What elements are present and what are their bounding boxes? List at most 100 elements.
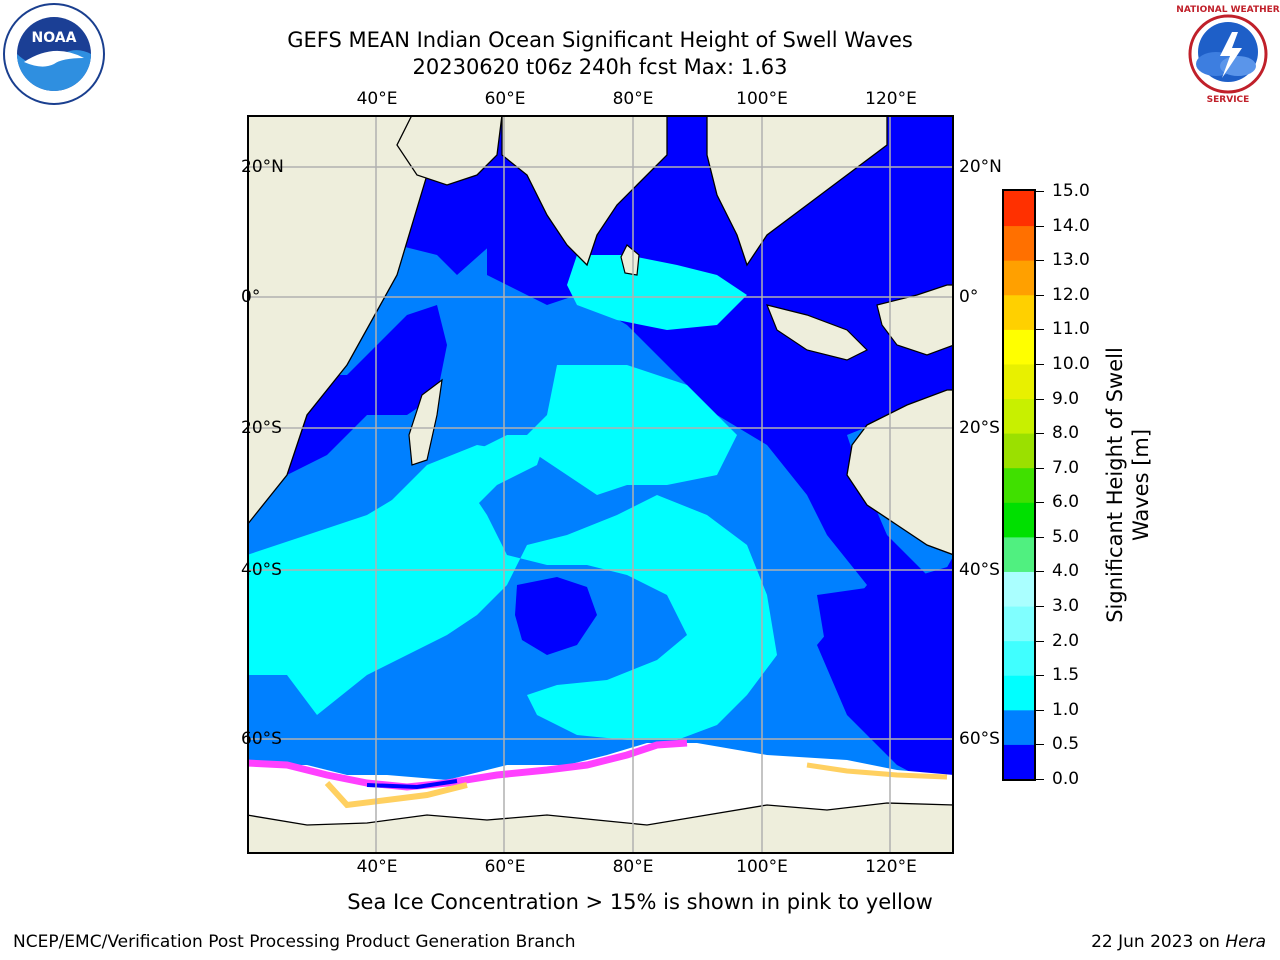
colorbar-tick-label: 4.0 <box>1052 561 1080 582</box>
colorbar-label-line2: Waves [m] <box>1129 428 1153 542</box>
colorbar-tick-mark <box>1036 779 1044 780</box>
colorbar-tick-mark <box>1036 294 1044 296</box>
colorbar-tick-mark <box>1036 606 1044 608</box>
colorbar-tick-mark <box>1036 260 1044 262</box>
colorbar-tick-mark <box>1036 709 1044 711</box>
colorbar-tick-label: 11.0 <box>1052 319 1090 340</box>
svg-text:NATIONAL WEATHER: NATIONAL WEATHER <box>1176 5 1279 15</box>
colorbar-tick-label: 2.0 <box>1052 630 1080 651</box>
ice-edge-yellow-west <box>324 780 468 809</box>
lat-label-left-0: 0° <box>241 287 261 307</box>
colorbar-tick-mark <box>1036 225 1044 227</box>
colorbar-tick-label: 5.0 <box>1052 526 1080 547</box>
lat-label-left-20n: 20°N <box>241 157 284 177</box>
lon-label-bottom-120e: 120°E <box>865 857 917 877</box>
colorbar-tick-mark <box>1036 675 1044 677</box>
colorbar-tick-mark <box>1036 433 1044 435</box>
lon-label-top-40e: 40°E <box>356 89 398 109</box>
low-swell-arabian-sea <box>287 115 502 475</box>
nws-logo: NATIONAL WEATHER SERVICE <box>1176 4 1280 105</box>
colorbar-segment <box>1004 675 1034 711</box>
colorbar-tick-label: 1.0 <box>1052 699 1080 720</box>
colorbar-tick-label: 10.0 <box>1052 353 1090 374</box>
colorbar-tick-label: 13.0 <box>1052 250 1090 271</box>
mid-swell-south-indian <box>247 365 777 740</box>
footer-date: 22 Jun 2023 on <box>1091 932 1226 952</box>
land-southeast-asia <box>706 115 888 267</box>
low-swell-kerguelen <box>515 577 597 655</box>
low-swell-southeast <box>817 565 954 735</box>
colorbar-segment <box>1004 260 1034 296</box>
map-frame <box>247 115 954 854</box>
colorbar-segment <box>1004 571 1034 607</box>
lon-label-top-120e: 120°E <box>865 89 917 109</box>
colorbar-tick-label: 12.0 <box>1052 284 1090 305</box>
lat-label-right-0: 0° <box>959 287 979 307</box>
colorbar-tick-mark <box>1036 571 1044 573</box>
colorbar <box>1002 189 1036 781</box>
colorbar-segment <box>1004 606 1034 642</box>
lat-label-left-20s: 20°S <box>241 418 282 438</box>
colorbar-tick-mark <box>1036 744 1044 746</box>
map-title: GEFS MEAN Indian Ocean Significant Heigh… <box>287 28 913 52</box>
colorbar-segment <box>1004 433 1034 469</box>
colorbar-tick-mark <box>1036 640 1044 642</box>
colorbar-segment <box>1004 225 1034 261</box>
noaa-logo: NOAA <box>3 3 105 105</box>
footer-timestamp: 22 Jun 2023 on Hera <box>1091 932 1266 952</box>
colorbar-tick-mark <box>1036 467 1044 469</box>
colorbar-segment <box>1004 502 1034 538</box>
map-gridlines <box>247 115 954 854</box>
mid-swell-west <box>247 435 547 655</box>
lon-label-bottom-40e: 40°E <box>356 857 398 877</box>
colorbar-segment <box>1004 329 1034 365</box>
lon-label-bottom-60e: 60°E <box>484 857 526 877</box>
land-sri-lanka <box>620 244 640 276</box>
land-australia <box>846 389 954 556</box>
colorbar-segment <box>1004 744 1034 780</box>
noaa-logo-text: NOAA <box>32 30 77 46</box>
ice-edge-blue <box>366 779 458 790</box>
colorbar-tick-mark <box>1036 502 1044 504</box>
lon-label-top-100e: 100°E <box>736 89 788 109</box>
colorbar-tick-label: 15.0 <box>1052 181 1090 201</box>
colorbar-segment <box>1004 640 1034 676</box>
sea-ice-caption: Sea Ice Concentration > 15% is shown in … <box>347 890 933 914</box>
colorbar-tick-label: 3.0 <box>1052 596 1080 617</box>
lon-label-bottom-80e: 80°E <box>612 857 654 877</box>
colorbar-label-line1: Significant Height of Swell <box>1103 347 1127 623</box>
lon-label-bottom-100e: 100°E <box>736 857 788 877</box>
colorbar-tick-mark <box>1036 398 1044 400</box>
colorbar-tick-label: 6.0 <box>1052 492 1080 513</box>
colorbar-segment <box>1004 363 1034 400</box>
mid-swell-equatorial <box>567 255 747 330</box>
lon-label-top-60e: 60°E <box>484 89 526 109</box>
svg-text:SERVICE: SERVICE <box>1207 95 1250 105</box>
colorbar-tick-label: 1.5 <box>1052 665 1080 686</box>
land-madagascar <box>408 378 443 466</box>
footer-credit: NCEP/EMC/Verification Post Processing Pr… <box>13 932 576 952</box>
colorbar-tick-mark <box>1036 329 1044 331</box>
colorbar-tick-label: 0.0 <box>1052 769 1080 789</box>
colorbar-segment <box>1004 294 1034 330</box>
colorbar-label: Significant Height of Swell Waves [m] <box>1102 347 1154 623</box>
colorbar-tick-label: 0.5 <box>1052 734 1080 755</box>
colorbar-segment <box>1004 536 1034 572</box>
colorbar-tick-label: 14.0 <box>1052 215 1090 236</box>
lat-label-right-20s: 20°S <box>959 418 1000 438</box>
colorbar-tick-label: 9.0 <box>1052 388 1080 409</box>
colorbar-segment <box>1004 709 1034 745</box>
land-sumatra-java <box>766 304 869 361</box>
lat-label-right-60s: 60°S <box>959 729 1000 749</box>
map-subtitle: 20230620 t06z 240h fcst Max: 1.63 <box>412 55 788 79</box>
colorbar-segment <box>1004 191 1034 227</box>
land-borneo-sulawesi <box>876 284 954 356</box>
colorbar-segment <box>1004 467 1034 503</box>
land-india <box>501 115 668 267</box>
swell-height-map <box>247 115 954 854</box>
lat-label-left-40s: 40°S <box>241 560 282 580</box>
colorbar-segment <box>1004 398 1034 434</box>
lon-label-top-80e: 80°E <box>612 89 654 109</box>
colorbar-tick-mark <box>1036 363 1044 365</box>
colorbar-tick-label: 7.0 <box>1052 457 1080 478</box>
